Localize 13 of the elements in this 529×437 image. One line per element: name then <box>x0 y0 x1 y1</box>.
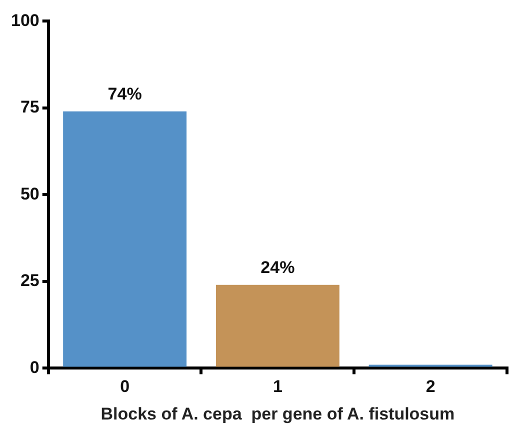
y-tick-label: 0 <box>30 358 40 377</box>
bar <box>216 284 340 367</box>
bar <box>63 111 187 367</box>
x-axis-title: Blocks of A. cepa per gene of A. fistulosum <box>100 404 455 424</box>
x-tick-label: 2 <box>426 377 436 396</box>
data-label: 24% <box>260 258 295 278</box>
y-tick-label: 50 <box>20 184 40 204</box>
x-tick-label: 0 <box>120 377 130 396</box>
y-tick-label: 100 <box>10 10 40 30</box>
y-tick-label: 25 <box>20 271 40 290</box>
y-tick-label: 75 <box>20 98 40 117</box>
data-label: 74% <box>108 84 142 104</box>
x-tick-label: 1 <box>272 377 282 396</box>
